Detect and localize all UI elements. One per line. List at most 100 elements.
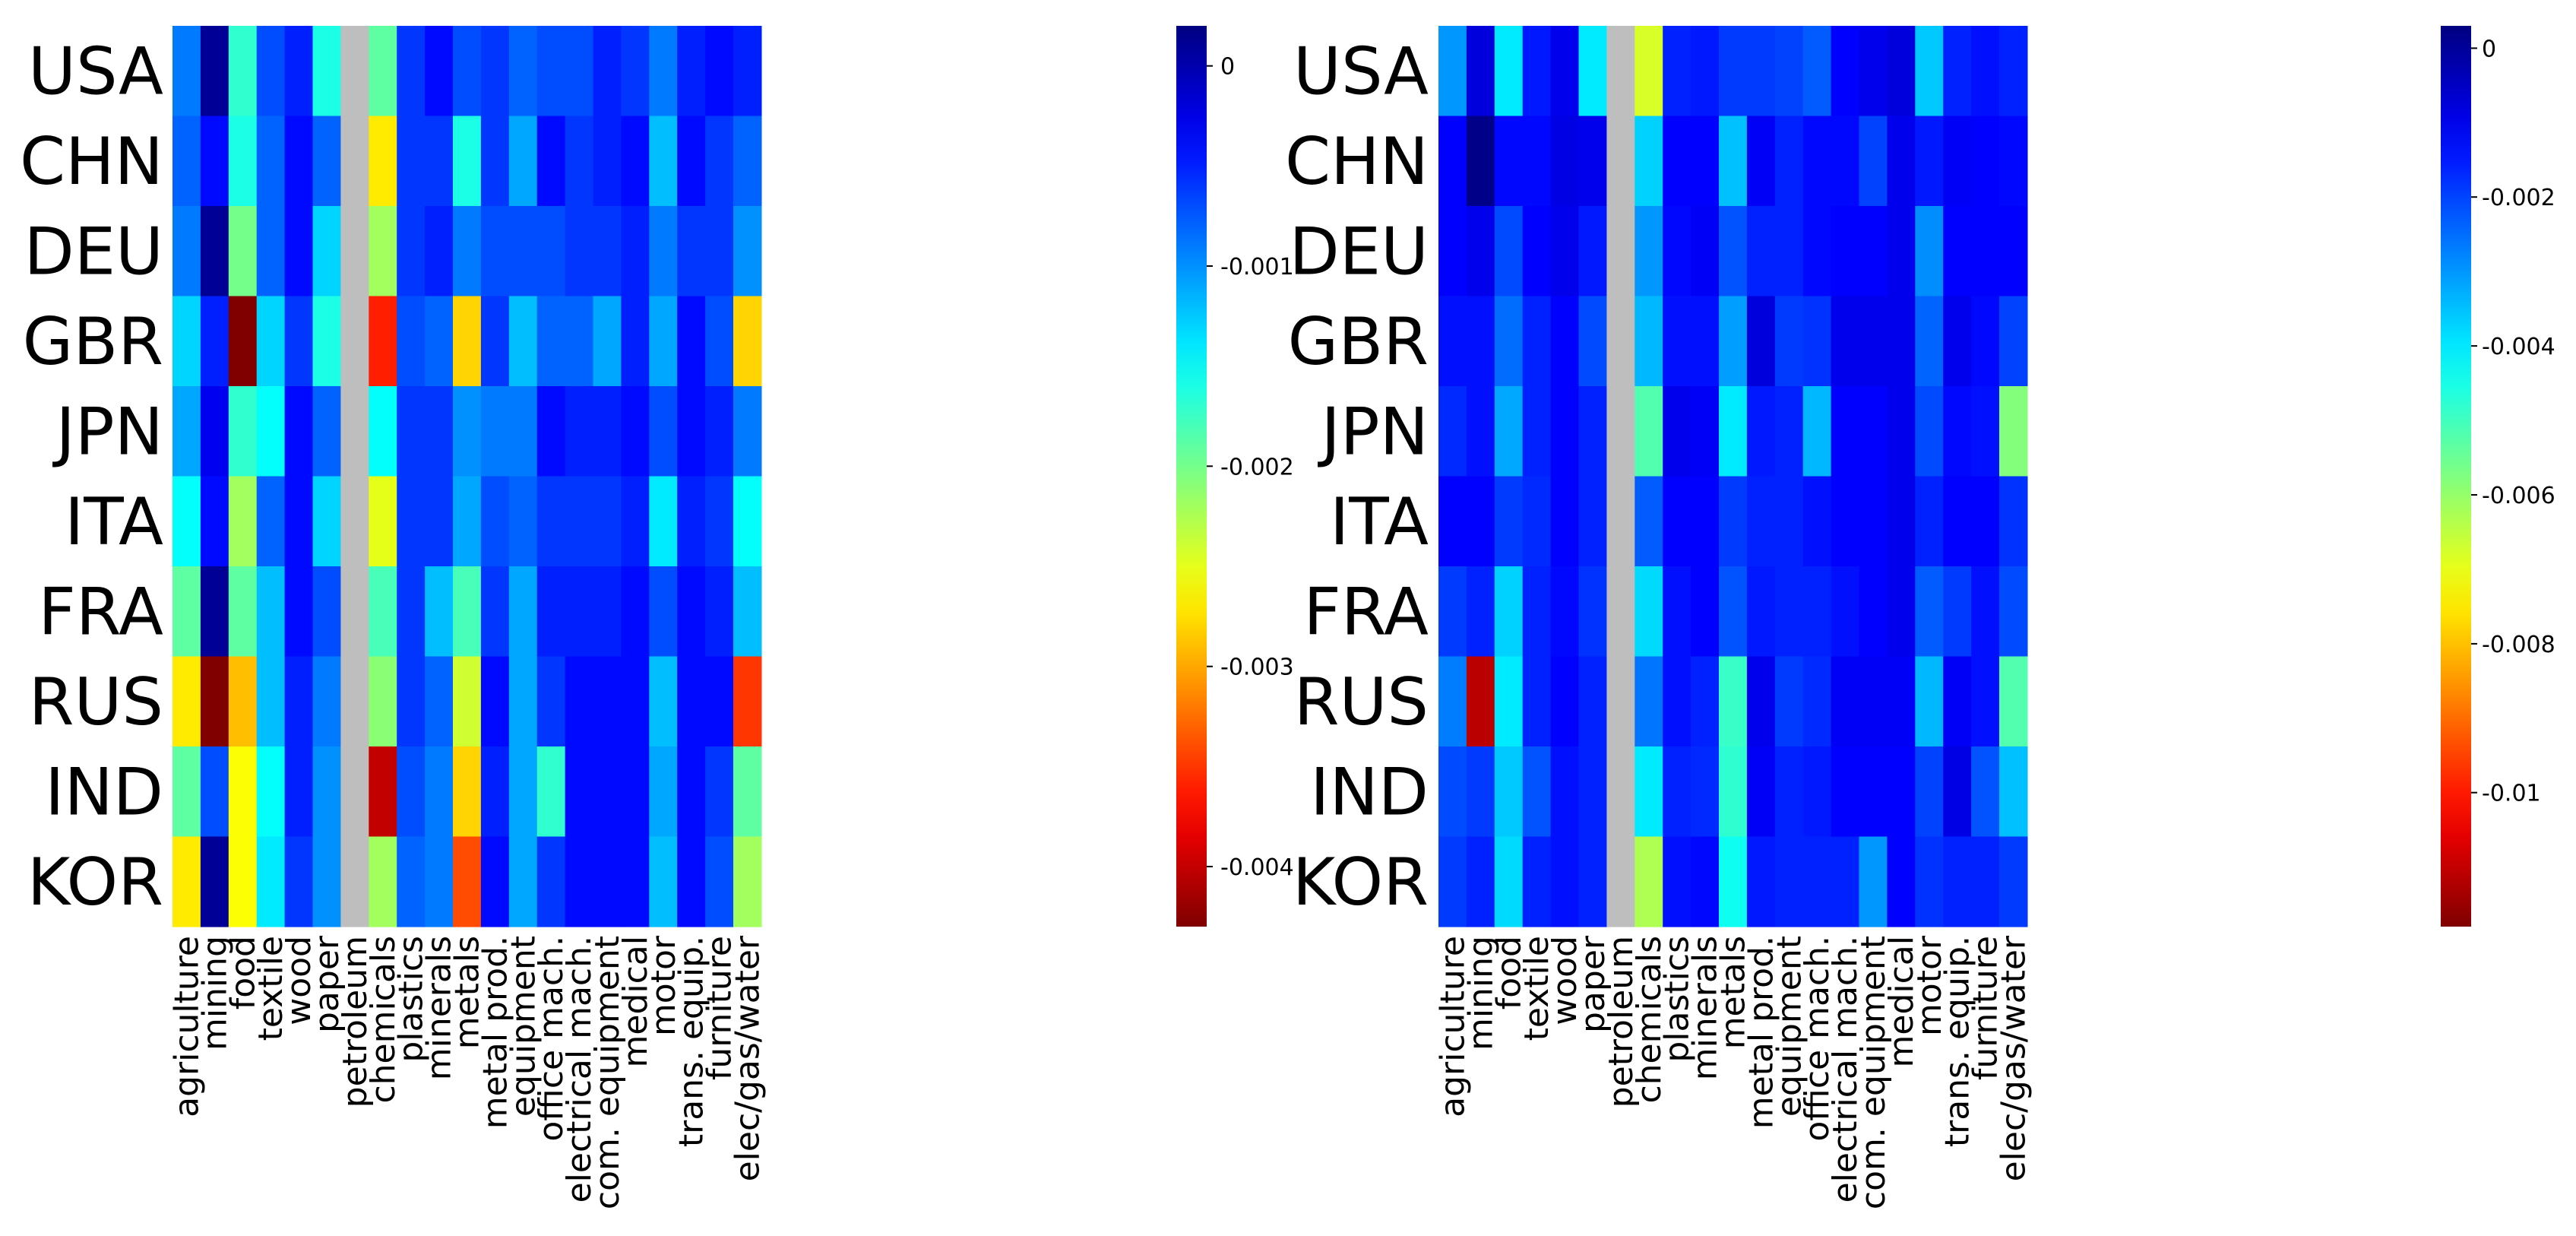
heatmap-cell-rus-2 bbox=[1494, 656, 1524, 747]
heatmap-cell-jpn-12 bbox=[1774, 386, 1804, 477]
heatmap-cell-kor-3 bbox=[256, 836, 286, 927]
heatmap-cell-ind-6 bbox=[340, 746, 369, 838]
heatmap-cell-ita-1 bbox=[200, 476, 229, 567]
heatmap-cell-kor-2 bbox=[1494, 836, 1524, 927]
heatmap-cell-ind-2 bbox=[228, 746, 258, 838]
heatmap-cell-fra-4 bbox=[1550, 566, 1580, 658]
left-heatmap-panel: USA CHN DEU GBR JPN ITA FRA RUS IND KORagricultur… bbox=[20, 26, 1294, 1209]
heatmap-cell-kor-3 bbox=[1522, 836, 1552, 927]
column-label-2: food bbox=[1489, 936, 1528, 1009]
heatmap-cell-rus-20 bbox=[733, 656, 762, 747]
heatmap-cell-kor-20 bbox=[1999, 836, 2028, 927]
heatmap-cell-kor-16 bbox=[1887, 836, 1916, 927]
heatmap-cell-kor-11 bbox=[480, 836, 510, 927]
heatmap-cell-ita-16 bbox=[1887, 476, 1916, 567]
row-label-ita: ITA bbox=[65, 484, 163, 560]
heatmap-cell-kor-15 bbox=[1859, 836, 1888, 927]
heatmap-cell-fra-15 bbox=[1859, 566, 1888, 658]
heatmap-cell-kor-17 bbox=[649, 836, 678, 927]
heatmap-cell-usa-17 bbox=[1915, 26, 1944, 117]
heatmap-cell-ind-8 bbox=[397, 746, 426, 838]
heatmap-cell-ind-13 bbox=[1802, 746, 1832, 838]
heatmap-cell-chn-19 bbox=[1971, 116, 2000, 207]
heatmap-cell-deu-10 bbox=[1719, 206, 1748, 297]
heatmap-cell-usa-17 bbox=[649, 26, 678, 117]
heatmap-cell-chn-10 bbox=[453, 116, 482, 207]
heatmap-cell-chn-7 bbox=[1635, 116, 1663, 207]
row-label-kor: KOR bbox=[1293, 845, 1429, 921]
heatmap-cell-ita-9 bbox=[425, 476, 454, 567]
row-label-ind: IND bbox=[45, 754, 163, 830]
column-label-1: mining bbox=[1461, 936, 1500, 1051]
heatmap-cell-rus-11 bbox=[1746, 656, 1776, 747]
heatmap-cell-deu-20 bbox=[1999, 206, 2028, 297]
heatmap-cell-rus-2 bbox=[228, 656, 258, 747]
heatmap-cell-fra-12 bbox=[1774, 566, 1804, 658]
row-label-fra: FRA bbox=[38, 574, 163, 650]
heatmap-cell-ita-17 bbox=[649, 476, 678, 567]
heatmap-cell-fra-10 bbox=[453, 566, 482, 658]
heatmap-cell-usa-2 bbox=[228, 26, 258, 117]
heatmap-cell-kor-8 bbox=[1663, 836, 1691, 927]
heatmap-cell-gbr-4 bbox=[284, 296, 314, 387]
heatmap-cell-rus-19 bbox=[705, 656, 734, 747]
heatmap-cell-usa-10 bbox=[453, 26, 482, 117]
row-label-deu: DEU bbox=[24, 214, 163, 290]
heatmap-cell-jpn-3 bbox=[1522, 386, 1552, 477]
heatmap-cell-ita-4 bbox=[1550, 476, 1580, 567]
heatmap-cell-kor-10 bbox=[453, 836, 482, 927]
colorbar bbox=[1176, 26, 1207, 927]
heatmap-cell-rus-11 bbox=[480, 656, 510, 747]
column-label-10: metals bbox=[1714, 936, 1752, 1049]
heatmap-cell-jpn-15 bbox=[593, 386, 622, 477]
heatmap-cell-chn-2 bbox=[228, 116, 258, 207]
heatmap-cell-kor-0 bbox=[1438, 836, 1467, 927]
heatmap-cell-jpn-16 bbox=[621, 386, 650, 477]
colorbar-tick-label: -0.002 bbox=[1220, 454, 1294, 480]
heatmap-cell-gbr-14 bbox=[565, 296, 594, 387]
column-label-7: chemicals bbox=[1630, 936, 1669, 1104]
heatmap-cell-ita-11 bbox=[480, 476, 510, 567]
heatmap-cell-ita-3 bbox=[1522, 476, 1552, 567]
heatmap-cell-jpn-17 bbox=[649, 386, 678, 477]
row-label-rus: RUS bbox=[29, 664, 163, 740]
column-label-5: paper bbox=[1574, 935, 1612, 1033]
heatmap-cell-fra-8 bbox=[1663, 566, 1691, 658]
heatmap-cell-ind-14 bbox=[565, 746, 594, 838]
heatmap-cell-rus-1 bbox=[1466, 656, 1495, 747]
heatmap-cell-rus-15 bbox=[1859, 656, 1888, 747]
heatmap-cell-gbr-14 bbox=[1831, 296, 1860, 387]
heatmap-cell-rus-20 bbox=[1999, 656, 2028, 747]
heatmap-cell-kor-13 bbox=[1802, 836, 1832, 927]
heatmap-cell-ind-8 bbox=[1663, 746, 1691, 838]
heatmap-cell-ind-4 bbox=[284, 746, 314, 838]
heatmap-cell-kor-2 bbox=[228, 836, 258, 927]
heatmap-cell-kor-17 bbox=[1915, 836, 1944, 927]
heatmap-cell-jpn-0 bbox=[1438, 386, 1467, 477]
heatmap-cell-kor-8 bbox=[397, 836, 426, 927]
heatmap-cell-rus-7 bbox=[1635, 656, 1663, 747]
heatmap-cell-gbr-9 bbox=[425, 296, 454, 387]
heatmap-cell-fra-19 bbox=[1971, 566, 2000, 658]
column-label-12: equipment bbox=[1770, 936, 1809, 1117]
heatmap-cell-chn-10 bbox=[1719, 116, 1748, 207]
heatmap-cell-usa-7 bbox=[1635, 26, 1663, 117]
heatmap-cell-chn-20 bbox=[733, 116, 762, 207]
heatmap-cell-deu-5 bbox=[1578, 206, 1607, 297]
heatmap-cell-deu-18 bbox=[677, 206, 706, 297]
heatmap-cell-fra-13 bbox=[1802, 566, 1832, 658]
heatmap-cell-gbr-8 bbox=[397, 296, 426, 387]
heatmap-cell-usa-19 bbox=[1971, 26, 2000, 117]
heatmap-cell-chn-11 bbox=[1746, 116, 1776, 207]
heatmap-cell-gbr-10 bbox=[1719, 296, 1748, 387]
column-label-15: com. equipment bbox=[588, 936, 627, 1209]
colorbar-tick-label: -0.006 bbox=[2482, 483, 2555, 509]
colorbar-tick-label: -0.004 bbox=[1220, 854, 1294, 881]
heatmap-cell-ind-16 bbox=[621, 746, 650, 838]
heatmap-cell-jpn-8 bbox=[397, 386, 426, 477]
colorbar-tick-label: 0 bbox=[2482, 36, 2496, 62]
right-heatmap-panel: USA CHN DEU GBR JPN ITA FRA RUS IND KORagricultur… bbox=[1285, 26, 2555, 1209]
heatmap-cell-usa-13 bbox=[1802, 26, 1832, 117]
heatmap-cell-ita-2 bbox=[228, 476, 258, 567]
